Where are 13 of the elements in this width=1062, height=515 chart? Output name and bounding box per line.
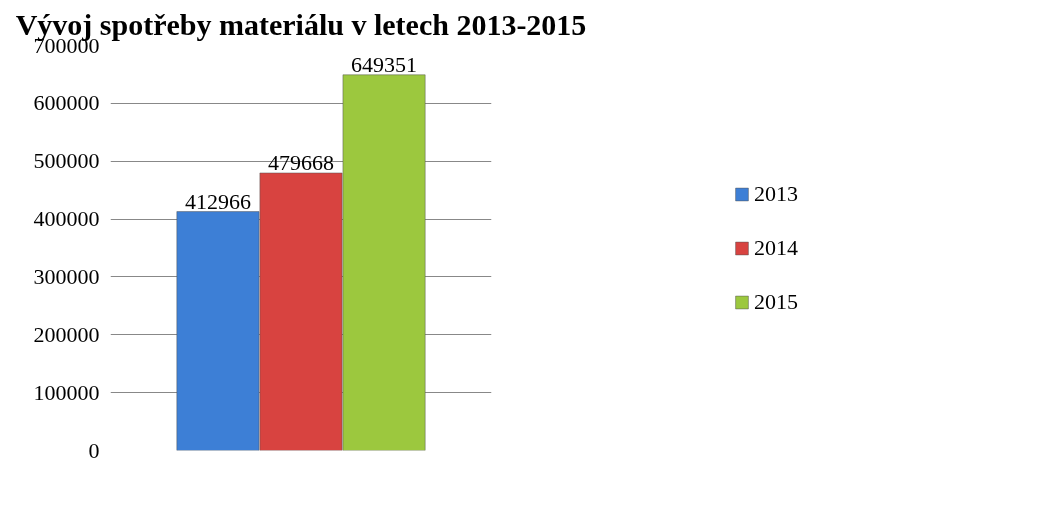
data-label: 479668 [268,149,334,175]
y-tick-label: 300000 [33,263,100,289]
data-label: 649351 [351,51,418,77]
y-tick-label: 600000 [33,90,100,116]
data-label: 412966 [184,188,251,214]
legend-label: 2014 [754,234,798,261]
legend-label: 2013 [754,180,798,207]
y-tick-label: 0 [88,437,100,463]
y-tick-label: 200000 [33,321,100,347]
y-tick-label: 500000 [33,148,100,174]
y-tick-label: 100000 [33,379,100,405]
legend-label: 2015 [754,288,798,315]
y-tick-label: 400000 [33,206,100,232]
